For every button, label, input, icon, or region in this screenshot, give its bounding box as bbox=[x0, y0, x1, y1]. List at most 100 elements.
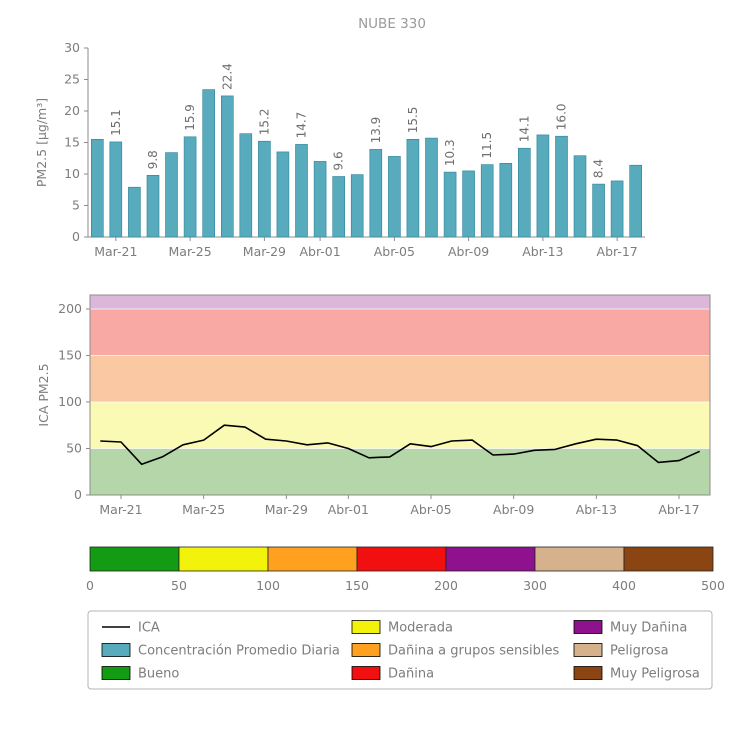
pm25-bar-chart: 0 5 10 15 20 25 30 PM2.5 [µg/m³] 15.1 9.8 15.9 22.4… bbox=[34, 40, 645, 259]
legend-box: ICA Concentración Promedio Diaria Bueno Mod… bbox=[87, 610, 713, 690]
y-axis-title: ICA PM2.5 bbox=[36, 363, 51, 426]
x-tick-label: Mar-25 bbox=[182, 502, 225, 517]
legend-swatch bbox=[351, 666, 381, 680]
pm25-bar bbox=[369, 149, 383, 238]
pm25-bar bbox=[239, 133, 253, 238]
x-tick-label: Mar-29 bbox=[265, 502, 308, 517]
pm25-bar bbox=[555, 135, 568, 238]
pm25-bar bbox=[202, 89, 215, 238]
x-tick-label: Abr-17 bbox=[597, 244, 638, 259]
legend-label: Concentración Promedio Diaria bbox=[138, 644, 340, 659]
bar-value-label: 8.4 bbox=[592, 159, 606, 178]
pm25-bar bbox=[388, 156, 401, 238]
bar-value-label: 15.9 bbox=[183, 104, 197, 131]
pm25-bar bbox=[517, 147, 531, 238]
colorbar-tick-label: 150 bbox=[345, 578, 369, 593]
pm25-bar bbox=[480, 164, 494, 238]
threshold-band bbox=[90, 295, 710, 309]
legend-border bbox=[87, 610, 713, 690]
x-tick-label: Mar-29 bbox=[243, 244, 286, 259]
legend-swatch bbox=[573, 643, 603, 657]
x-tick-label: Abr-05 bbox=[374, 244, 415, 259]
pm25-bar bbox=[425, 137, 438, 238]
bar-value-label: 16.0 bbox=[555, 103, 569, 130]
colorbar-segment bbox=[89, 546, 180, 572]
colorbar-tick-label: 300 bbox=[523, 578, 547, 593]
colorbar-segment bbox=[267, 546, 358, 572]
pm25-bar bbox=[221, 95, 234, 238]
x-tick-label: Abr-01 bbox=[328, 502, 369, 517]
bar-value-label: 9.8 bbox=[146, 150, 160, 169]
pm25-bar bbox=[313, 161, 327, 238]
y-axis-title: PM2.5 [µg/m³] bbox=[34, 98, 49, 187]
threshold-band bbox=[90, 355, 710, 402]
y-tick-label: 20 bbox=[64, 103, 80, 118]
bar-value-label: 11.5 bbox=[480, 132, 494, 159]
x-tick-label: Abr-17 bbox=[658, 502, 699, 517]
ica-line-chart: 0 50 100 150 200 ICA PM2.5 Mar-21 Mar-25 Mar-29 A… bbox=[36, 294, 711, 517]
x-tick-label: Abr-09 bbox=[493, 502, 534, 517]
y-tick-label: 25 bbox=[64, 72, 80, 87]
pm25-bar bbox=[536, 134, 550, 238]
y-tick-label: 150 bbox=[58, 347, 82, 362]
pm25-bar bbox=[276, 151, 290, 238]
pm25-bar bbox=[128, 186, 141, 238]
bar-value-label: 22.4 bbox=[220, 63, 234, 90]
y-tick-label: 50 bbox=[66, 440, 82, 455]
bar-value-label: 14.7 bbox=[295, 112, 309, 139]
ica-colorbar: 0 50 100 150 200 300 400 500 bbox=[86, 546, 725, 593]
pm25-bar bbox=[350, 174, 364, 238]
legend-label: Muy Dañina bbox=[610, 621, 687, 636]
y-tick-label: 15 bbox=[64, 135, 80, 150]
x-tick-label: Mar-21 bbox=[99, 502, 142, 517]
plot-border bbox=[89, 294, 711, 496]
legend-label: Muy Peligrosa bbox=[610, 667, 700, 682]
threshold-band bbox=[90, 402, 710, 449]
bar-value-label: 15.5 bbox=[406, 107, 420, 134]
x-tick-label: Abr-09 bbox=[448, 244, 489, 259]
pm25-bar bbox=[406, 139, 420, 238]
y-tick-label: 200 bbox=[58, 301, 82, 316]
legend-label: Moderada bbox=[388, 621, 453, 636]
pm25-bar bbox=[499, 163, 513, 238]
pm25-bar bbox=[629, 164, 643, 238]
pm25-bar bbox=[573, 155, 587, 238]
y-tick-label: 5 bbox=[72, 198, 80, 213]
bar-value-label: 15.1 bbox=[109, 109, 123, 136]
pm25-bar bbox=[183, 136, 197, 238]
threshold-band bbox=[90, 448, 710, 495]
colorbar-tick-label: 50 bbox=[171, 578, 187, 593]
pm25-bar bbox=[332, 176, 346, 238]
pm25-bar bbox=[443, 171, 457, 238]
legend-swatch bbox=[573, 620, 603, 634]
bar-value-label: 14.1 bbox=[517, 115, 531, 142]
x-tick-label: Mar-25 bbox=[169, 244, 212, 259]
x-tick-label: Abr-01 bbox=[299, 244, 340, 259]
y-tick-label: 100 bbox=[58, 394, 82, 409]
colorbar-tick-label: 400 bbox=[612, 578, 636, 593]
x-tick-label: Abr-13 bbox=[522, 244, 563, 259]
legend-swatch bbox=[101, 666, 131, 680]
bar-value-label: 10.3 bbox=[443, 139, 457, 166]
colorbar-segment bbox=[356, 546, 447, 572]
pm25-bar bbox=[165, 152, 178, 238]
legend-swatch bbox=[351, 643, 381, 657]
threshold-band bbox=[90, 309, 710, 356]
colorbar-tick-label: 100 bbox=[256, 578, 280, 593]
legend-label: Bueno bbox=[138, 667, 179, 682]
colorbar-segment bbox=[445, 546, 536, 572]
pm25-bar bbox=[295, 144, 308, 238]
pm25-bar bbox=[91, 139, 104, 238]
bar-value-label: 15.2 bbox=[257, 108, 271, 135]
x-tick-label: Abr-13 bbox=[576, 502, 617, 517]
y-tick-label: 0 bbox=[74, 487, 82, 502]
pm25-bar bbox=[592, 183, 605, 238]
pm25-bar bbox=[109, 141, 123, 238]
legend-label: Peligrosa bbox=[610, 644, 669, 659]
colorbar-segment bbox=[178, 546, 269, 572]
legend-label: Dañina a grupos sensibles bbox=[388, 644, 559, 659]
legend-swatch bbox=[573, 666, 603, 680]
x-tick-label: Abr-05 bbox=[410, 502, 451, 517]
colorbar-tick-label: 500 bbox=[701, 578, 725, 593]
